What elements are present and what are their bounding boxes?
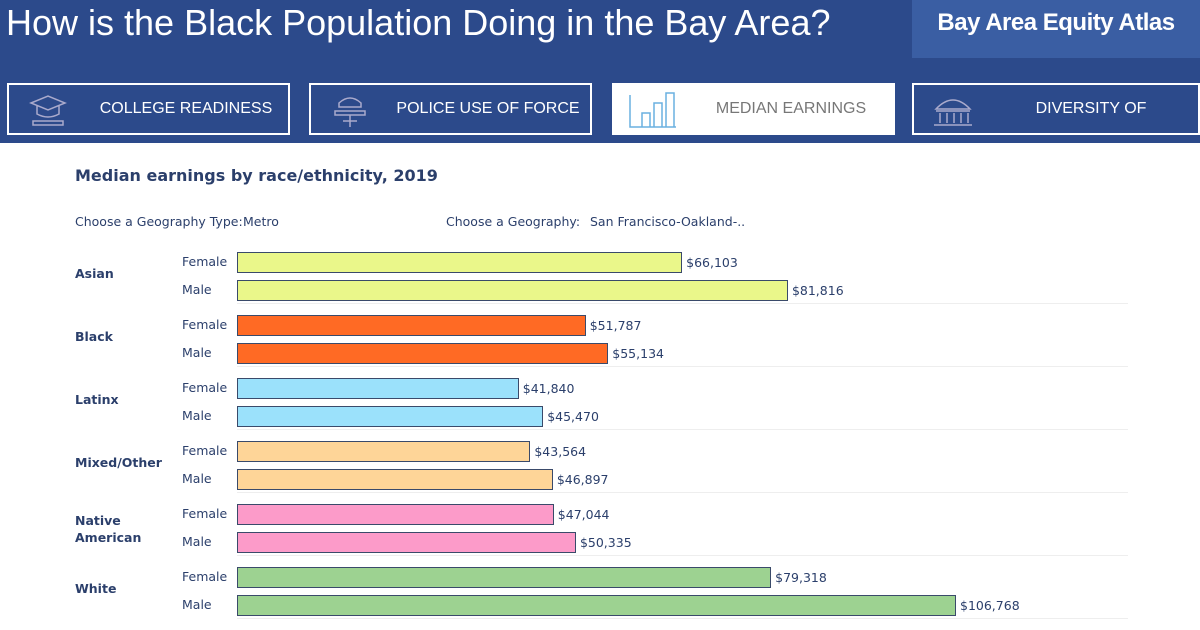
bar-category: Female (182, 506, 228, 521)
bar (237, 567, 772, 588)
filter-label: Choose a Geography: (446, 214, 581, 229)
value-label: $81,816 (791, 282, 844, 298)
bar-category: Female (182, 569, 228, 584)
bar-category: Male (182, 407, 212, 423)
bar-category: Female (182, 317, 228, 332)
value-label: $47,044 (557, 507, 610, 522)
icon (934, 99, 972, 126)
tab-label: DIVERSITY OF ELECTEDS (1035, 100, 1147, 165)
filter-label: Choose a Geography Type: (75, 214, 243, 229)
bar (237, 279, 788, 301)
bar-category: Male (182, 281, 212, 297)
bar (237, 594, 956, 616)
chart-title: Median earnings by race/ethnicity, 2019 (75, 166, 438, 185)
logo[interactable]: Bay Area Equity Atlas (912, 0, 1200, 58)
bar-category: Male (182, 596, 212, 612)
bar (237, 315, 586, 336)
bar (237, 252, 683, 273)
value-label: $55,134 (612, 345, 664, 361)
bar (237, 378, 519, 399)
bar (237, 405, 544, 427)
separator (237, 618, 1128, 619)
bar-category: Male (182, 533, 212, 549)
tab[interactable]: DIVERSITY OF ELECTEDS (912, 83, 1200, 165)
icon (334, 97, 366, 127)
tab-label: MEDIAN EARNINGS (715, 100, 867, 117)
value-label: $43,564 (534, 444, 587, 459)
bar-category: Female (182, 254, 228, 269)
group-label: White (75, 581, 117, 596)
separator (237, 492, 1128, 493)
icon (29, 95, 67, 126)
value-label: $79,318 (775, 570, 827, 585)
bar (237, 504, 554, 525)
group-label: Asian (75, 266, 114, 281)
tab[interactable]: MEDIAN EARNINGS (612, 83, 895, 135)
separator (237, 429, 1128, 430)
bar-category: Male (182, 344, 212, 360)
tab-label: COLLEGE READINESS (99, 100, 273, 117)
group-label: Latinx (75, 392, 119, 407)
bar (237, 441, 531, 462)
separator (237, 366, 1128, 367)
icon (629, 92, 676, 128)
bar-category: Female (182, 380, 228, 395)
separator (237, 303, 1128, 304)
bar (237, 531, 576, 553)
value-label: $51,787 (589, 318, 642, 333)
group-label: Black (75, 329, 113, 344)
group-label: Mixed/Other (75, 455, 162, 470)
group-label: Native American (75, 513, 142, 545)
bar (237, 468, 553, 490)
filter-value: San Francisco-Oakland-.. (590, 214, 746, 229)
value-label: $45,470 (547, 408, 599, 424)
bar-category: Male (182, 470, 212, 486)
value-label: $66,103 (686, 255, 738, 270)
value-label: $41,840 (522, 381, 575, 396)
tab[interactable]: POLICE USE OF FORCE (309, 83, 592, 135)
bar-category: Female (182, 443, 228, 458)
value-label: $106,768 (960, 597, 1020, 613)
tab[interactable]: COLLEGE READINESS (7, 83, 290, 135)
value-label: $46,897 (556, 471, 609, 487)
page-title: How is the Black Population Doing in the… (6, 2, 831, 43)
filter-value: Metro (243, 214, 279, 229)
value-label: $50,335 (579, 534, 632, 550)
bar (237, 342, 609, 364)
tab-label: POLICE USE OF FORCE (396, 100, 580, 117)
separator (237, 555, 1128, 556)
